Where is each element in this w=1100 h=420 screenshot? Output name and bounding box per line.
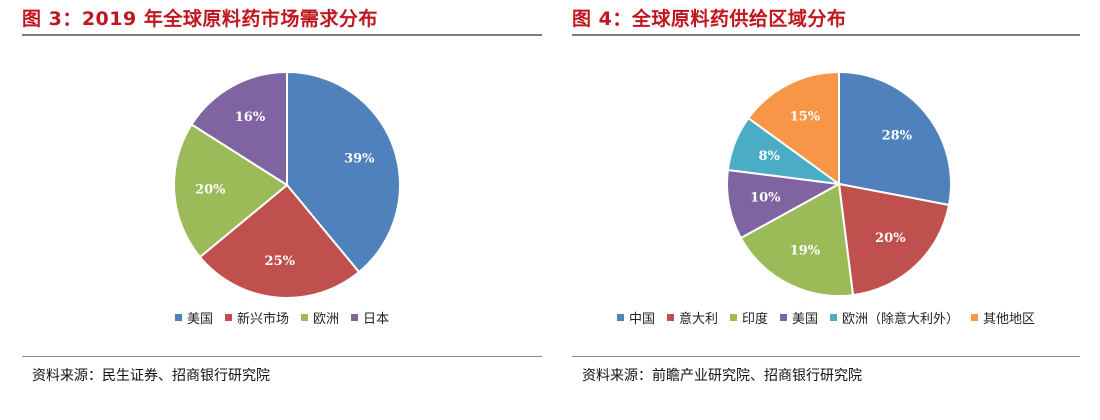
legend-label: 美国 <box>792 312 819 327</box>
chart-title: 图 4：全球原料药供给区域分布 <box>572 8 847 30</box>
legend-item-欧洲-除意大利外-: 欧洲（除意大利外） <box>830 308 959 327</box>
chart-panel-right: 图 4：全球原料药供给区域分布 28% 20% 19% 10% 8% 15% 中国 意大利 印… <box>572 0 1080 420</box>
source-divider <box>572 356 1080 357</box>
pie-slice-印度 <box>739 182 855 297</box>
legend-swatch <box>971 314 979 321</box>
pie-chart-demand: 39% 25% 20% 16% <box>173 70 401 299</box>
legend-label: 日本 <box>363 312 390 327</box>
legend-swatch <box>729 314 737 321</box>
legend-swatch <box>351 314 359 321</box>
legend-label: 欧洲 <box>313 312 340 327</box>
legend-label: 欧洲（除意大利外） <box>842 312 960 327</box>
legend-swatch <box>780 314 787 321</box>
chart-title: 图 3：2019 年全球原料药市场需求分布 <box>22 8 378 30</box>
slice-label-新兴市场: 25% <box>265 254 296 269</box>
slice-label-日本: 16% <box>235 110 266 125</box>
pie-slice-其他地区 <box>746 70 840 186</box>
chart-legend: 美国 新兴市场 欧洲 日本 <box>22 308 542 327</box>
slice-label-中国: 28% <box>882 129 913 144</box>
slice-label-美国: 10% <box>750 191 781 206</box>
source-note: 资料来源：前瞻产业研究院、招商银行研究院 <box>582 368 862 384</box>
legend-item-印度: 印度 <box>729 308 768 327</box>
legend-swatch <box>174 314 182 321</box>
legend-label: 美国 <box>186 312 213 327</box>
slice-label-欧洲: 20% <box>195 182 226 197</box>
legend-item-日本: 日本 <box>351 308 389 327</box>
source-divider <box>22 356 542 357</box>
slice-label-欧洲-除意大利外-: 8% <box>759 149 781 164</box>
title-divider <box>22 34 542 36</box>
pie-slice-意大利 <box>837 182 951 297</box>
pie-slice-新兴市场 <box>198 183 361 299</box>
legend-label: 印度 <box>741 312 768 327</box>
legend-label: 意大利 <box>678 312 718 327</box>
legend-swatch <box>830 314 838 321</box>
pie-slice-美国 <box>286 70 401 274</box>
legend-label: 新兴市场 <box>236 312 289 327</box>
legend-swatch <box>666 314 674 321</box>
source-note: 资料来源：民生证券、招商银行研究院 <box>32 368 270 384</box>
legend-item-欧洲: 欧洲 <box>301 308 339 327</box>
legend-item-中国: 中国 <box>616 308 655 327</box>
legend-swatch <box>616 314 624 321</box>
legend-swatch <box>301 314 308 321</box>
legend-item-意大利: 意大利 <box>666 308 718 327</box>
slice-label-美国: 39% <box>344 151 375 166</box>
pie-slice-中国 <box>838 70 952 207</box>
legend-item-美国: 美国 <box>174 308 213 327</box>
legend-swatch <box>224 314 232 321</box>
pie-chart-supply: 28% 20% 19% 10% 8% 15% <box>726 70 952 297</box>
chart-panel-left: 图 3：2019 年全球原料药市场需求分布 39% 25% 20% 16% 美国 新兴市… <box>22 0 542 420</box>
legend-item-其他地区: 其他地区 <box>971 308 1035 327</box>
legend-label: 其他地区 <box>983 312 1036 327</box>
legend-label: 中国 <box>628 312 655 327</box>
slice-label-印度: 19% <box>790 243 821 258</box>
slice-label-其他地区: 15% <box>790 110 821 125</box>
pie-slice-欧洲 <box>173 123 289 259</box>
chart-legend: 中国 意大利 印度 美国 欧洲（除意大利外） 其他地区 <box>572 308 1080 327</box>
pie-slice-日本 <box>190 70 288 187</box>
title-divider <box>572 34 1080 36</box>
legend-item-新兴市场: 新兴市场 <box>224 308 289 327</box>
slice-label-意大利: 20% <box>875 231 906 246</box>
legend-item-美国: 美国 <box>780 308 818 327</box>
